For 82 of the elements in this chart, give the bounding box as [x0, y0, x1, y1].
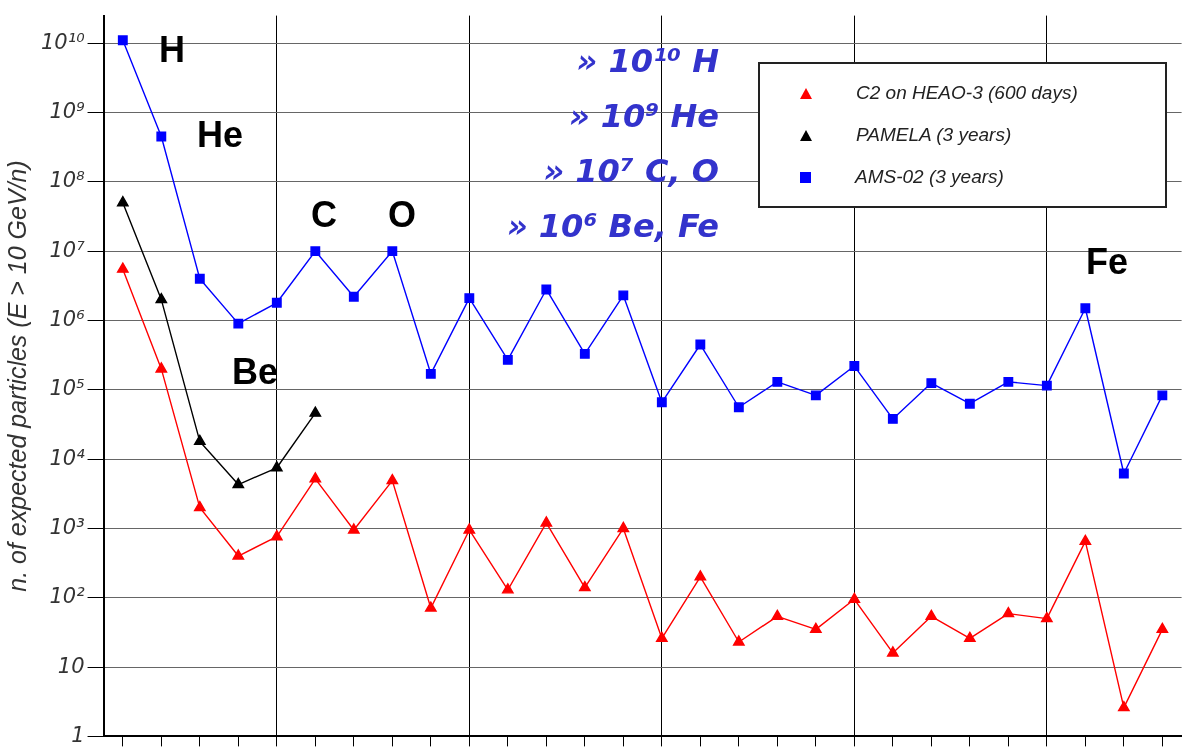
point: [386, 473, 399, 485]
y-tick-label: 10¹⁰: [41, 29, 86, 54]
y-tick-label: 1: [71, 722, 85, 747]
point: [617, 521, 630, 533]
legend-label: C2 on HEAO-3 (600 days): [856, 82, 1078, 104]
point: [1117, 700, 1130, 712]
point: [1002, 606, 1015, 618]
point: [1079, 534, 1092, 546]
y-tick-label: 10⁷: [49, 237, 86, 262]
point: [193, 500, 206, 512]
point: [156, 131, 167, 142]
point: [694, 570, 707, 581]
point: [116, 196, 129, 207]
y-tick-label: 10⁵: [49, 376, 85, 401]
point: [886, 646, 899, 657]
legend-label: AMS-02 (3 years): [855, 166, 1004, 188]
annotation: Be: [231, 351, 279, 392]
point: [848, 592, 861, 603]
point: [849, 361, 860, 371]
point: [656, 397, 667, 408]
point: [1118, 468, 1129, 479]
y-tick-label: 10⁴: [49, 445, 86, 470]
point: [772, 376, 783, 387]
y-tick-label: 10²: [49, 584, 86, 609]
point: [233, 318, 244, 329]
point: [579, 348, 590, 359]
annotation: He: [196, 114, 244, 155]
y-axis-title: n. of expected particles (E > 10 GeV/n): [2, 160, 31, 592]
y-tick-label: 10⁶: [49, 306, 85, 331]
y-tick-label: 10⁹: [49, 98, 86, 123]
point: [964, 398, 975, 409]
point: [310, 246, 321, 257]
point: [1003, 376, 1014, 387]
point: [270, 461, 283, 472]
point: [347, 523, 360, 534]
point: [732, 635, 745, 646]
point: [810, 390, 821, 401]
point: [348, 291, 359, 302]
point: [809, 622, 822, 634]
point: [155, 292, 168, 304]
point: [309, 406, 322, 417]
annotation: Fe: [1085, 241, 1129, 282]
y-tick-label: 10⁸: [49, 168, 86, 193]
point: [232, 477, 245, 489]
point: [540, 516, 553, 527]
point: [926, 378, 937, 389]
y-tick-label: 10: [57, 653, 85, 678]
point: [155, 362, 168, 373]
legend-label: PAMELA (3 years): [856, 124, 1012, 146]
point: [270, 530, 283, 541]
point: [309, 472, 322, 483]
annotation: O: [387, 194, 417, 235]
point: [464, 293, 475, 304]
point: [887, 413, 898, 424]
point: [1080, 303, 1091, 314]
point: [1041, 380, 1052, 391]
point: [963, 631, 976, 643]
point: [502, 354, 513, 365]
point: [578, 580, 591, 592]
point: [193, 434, 206, 446]
point: [618, 290, 629, 301]
point: [655, 631, 668, 643]
point: [771, 609, 784, 621]
point: [1157, 390, 1168, 401]
point: [387, 246, 398, 257]
point: [733, 402, 744, 413]
point: [695, 339, 706, 350]
point: [1156, 622, 1169, 634]
point: [1040, 611, 1053, 623]
point: [501, 583, 514, 594]
point: [194, 273, 205, 284]
point: [463, 523, 476, 534]
point: [424, 601, 437, 612]
point: [271, 297, 282, 308]
point: [232, 549, 245, 560]
y-tick-label: 10³: [49, 514, 85, 539]
point: [116, 262, 129, 273]
point: [117, 35, 128, 46]
point: [925, 609, 938, 621]
annotation: C: [311, 194, 337, 235]
point: [425, 368, 436, 379]
point: [541, 284, 552, 295]
